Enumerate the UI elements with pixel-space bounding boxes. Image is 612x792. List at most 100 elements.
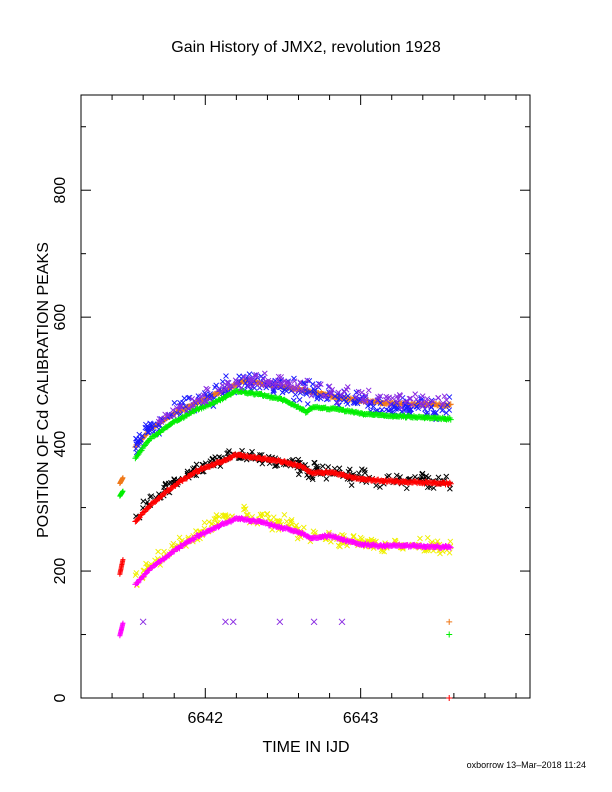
x-marker <box>168 479 174 486</box>
x-marker <box>253 373 259 380</box>
x-marker <box>407 395 414 402</box>
x-marker <box>430 485 437 491</box>
x-marker <box>276 518 283 525</box>
x-marker <box>362 469 368 476</box>
x-marker <box>132 572 139 579</box>
x-marker <box>203 398 209 405</box>
x-marker <box>195 397 201 404</box>
x-marker <box>229 618 237 626</box>
x-marker <box>344 401 351 407</box>
x-marker <box>186 405 192 411</box>
x-marker <box>265 379 272 386</box>
x-marker <box>224 379 231 386</box>
plus-marker <box>447 480 454 487</box>
x-marker <box>413 396 420 403</box>
x-marker <box>419 470 426 477</box>
x-marker <box>398 405 405 411</box>
x-marker <box>323 476 330 482</box>
x-marker <box>334 399 341 406</box>
x-marker <box>200 392 207 398</box>
x-marker <box>317 381 324 388</box>
x-tick-label: 6643 <box>343 710 379 727</box>
x-marker <box>328 538 334 545</box>
x-marker <box>350 532 357 539</box>
x-marker <box>403 485 410 492</box>
x-marker <box>243 511 250 518</box>
x-marker <box>335 542 342 549</box>
x-marker <box>170 407 176 413</box>
x-marker <box>424 534 431 541</box>
x-marker <box>291 378 298 385</box>
x-marker <box>247 378 254 385</box>
x-marker <box>430 398 436 405</box>
x-marker <box>158 419 165 426</box>
x-marker <box>133 435 139 442</box>
x-marker <box>234 378 241 385</box>
x-marker <box>148 423 155 430</box>
x-marker <box>223 513 229 520</box>
x-marker <box>203 385 210 392</box>
plus-marker <box>446 479 453 486</box>
x-marker <box>247 376 253 382</box>
x-marker <box>193 461 200 468</box>
x-marker <box>313 463 320 470</box>
plus-marker <box>120 475 126 481</box>
x-marker <box>292 391 299 398</box>
x-marker <box>311 459 318 466</box>
series-4 <box>117 451 454 577</box>
series-9 <box>446 618 453 625</box>
x-marker <box>145 425 152 432</box>
x-marker <box>176 534 183 541</box>
x-marker <box>246 371 253 378</box>
series-2 <box>117 387 454 499</box>
x-marker <box>244 382 250 389</box>
x-marker <box>296 396 303 403</box>
series-6 <box>117 515 454 639</box>
x-marker <box>439 407 446 414</box>
x-marker <box>312 391 318 398</box>
x-marker <box>384 395 391 402</box>
x-marker <box>302 384 308 390</box>
x-marker <box>424 403 431 409</box>
series-7 <box>139 618 346 626</box>
x-marker <box>366 398 373 405</box>
x-marker <box>379 406 385 413</box>
x-marker <box>335 389 342 396</box>
x-marker <box>216 513 223 520</box>
x-marker <box>241 374 248 381</box>
x-marker <box>161 548 167 555</box>
x-marker <box>309 381 316 388</box>
x-marker <box>368 536 375 543</box>
x-marker <box>294 383 301 389</box>
x-marker <box>396 392 403 398</box>
y-axis-label: POSITION OF Cd CALIBRATION PEAKS <box>35 242 52 538</box>
x-marker <box>257 380 263 386</box>
x-marker <box>295 471 302 478</box>
x-marker <box>264 511 270 518</box>
x-marker <box>156 422 163 428</box>
x-marker <box>350 399 357 406</box>
x-marker <box>429 539 435 545</box>
footer-credit: oxborrow 13–Mar–2018 11:24 <box>467 760 586 770</box>
x-marker <box>225 449 232 456</box>
x-marker <box>162 481 169 488</box>
x-marker <box>213 512 220 518</box>
plus-marker <box>120 557 126 563</box>
x-marker <box>355 388 362 395</box>
x-marker <box>261 370 268 377</box>
x-marker <box>423 398 430 405</box>
x-marker <box>412 391 419 398</box>
x-marker <box>139 433 146 439</box>
x-marker <box>365 387 372 394</box>
x-marker <box>165 413 172 419</box>
x-marker <box>241 506 247 513</box>
x-marker <box>294 535 301 542</box>
x-marker <box>412 474 418 480</box>
x-marker <box>258 373 265 380</box>
x-marker <box>319 393 326 399</box>
x-marker <box>383 406 390 413</box>
x-marker <box>394 393 400 400</box>
plus-marker <box>120 620 126 626</box>
x-marker <box>189 396 195 402</box>
x-marker <box>365 403 371 409</box>
